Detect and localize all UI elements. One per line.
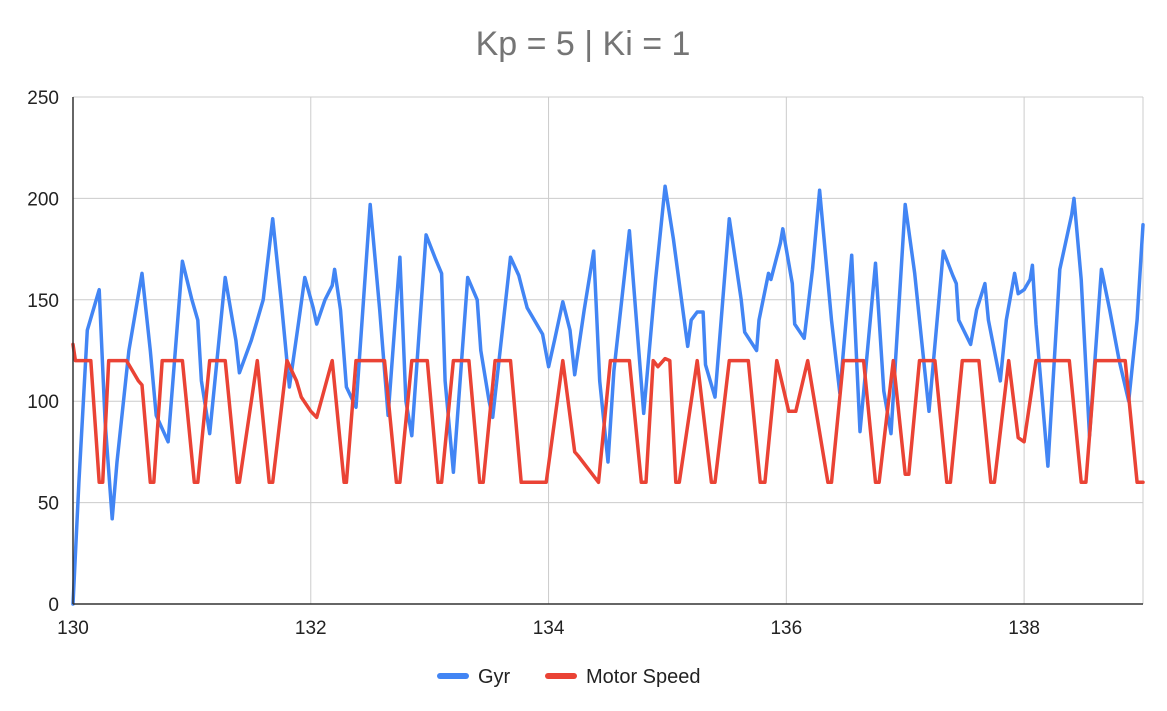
y-tick-label: 200 [27,189,59,210]
x-tick-label: 132 [295,618,327,639]
legend-label-motor-speed: Motor Speed [586,666,701,688]
series-lines [71,97,1145,606]
chart-title: Kp = 5 | Ki = 1 [476,25,691,63]
y-tick-label: 150 [27,291,59,312]
x-tick-label: 130 [57,618,89,639]
x-tick-label: 136 [770,618,802,639]
y-tick-label: 250 [27,88,59,109]
legend-label-gyr: Gyr [478,666,511,688]
tick-labels: 0 50 100 150 200 250 130 132 134 136 138 [27,88,1040,639]
series-line-motor-speed [71,342,1145,485]
series-line-gyr [71,184,1145,606]
y-tick-label: 0 [48,595,59,616]
legend: Gyr Motor Speed [437,666,701,688]
x-tick-label: 138 [1008,618,1040,639]
gridlines [73,96,1144,604]
x-tick-label: 134 [533,618,565,639]
y-tick-label: 50 [38,494,59,515]
y-tick-label: 100 [27,392,59,413]
